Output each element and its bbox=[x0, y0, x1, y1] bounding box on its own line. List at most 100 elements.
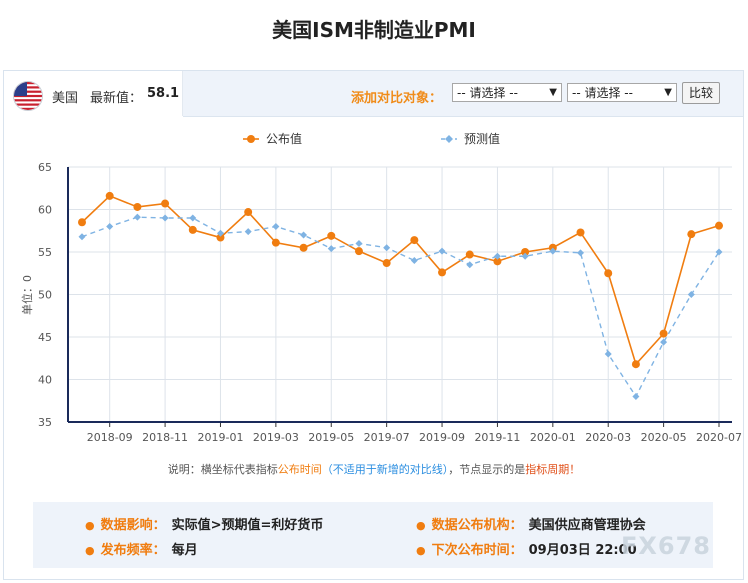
x-tick-label: 2019-05 bbox=[308, 431, 354, 444]
forecast-data-point bbox=[521, 252, 529, 260]
x-tick-label: 2020-07 bbox=[696, 431, 742, 444]
chart-legend: 公布值 预测值 bbox=[243, 131, 500, 146]
impact-label: 数据影响： bbox=[100, 518, 166, 533]
latest-value-label: 最新值： bbox=[90, 91, 143, 106]
actual-data-point bbox=[493, 257, 502, 266]
y-tick-label: 45 bbox=[38, 331, 52, 344]
actual-data-point bbox=[604, 269, 613, 278]
forecast-data-point bbox=[78, 233, 86, 241]
actual-data-point bbox=[438, 268, 447, 277]
actual-data-point bbox=[244, 208, 253, 217]
latest-value: 58.1 bbox=[147, 86, 180, 101]
forecast-data-point bbox=[161, 214, 169, 222]
x-tick-label: 2019-11 bbox=[474, 431, 520, 444]
forecast-data-point bbox=[106, 223, 114, 230]
x-tick-label: 2020-05 bbox=[641, 431, 687, 444]
page-title: 美国ISM非制造业PMI bbox=[272, 18, 476, 42]
next-release-row: ● 下次公布时间： 09月03日 22:00 bbox=[416, 539, 637, 558]
y-tick-label: 60 bbox=[38, 204, 52, 217]
actual-data-point bbox=[410, 236, 419, 245]
dropdown-arrow-icon: ▼ bbox=[664, 87, 672, 98]
legend-marker-icon bbox=[247, 135, 255, 143]
y-tick-label: 65 bbox=[38, 161, 52, 174]
compare-select-1[interactable]: -- 请选择 -- ▼ bbox=[452, 83, 562, 102]
forecast-data-point bbox=[189, 214, 197, 222]
us-flag-icon bbox=[13, 81, 43, 111]
chart-series bbox=[78, 191, 723, 400]
forecast-data-point bbox=[715, 248, 723, 256]
compare-bar: 添加对比对象： -- 请选择 -- ▼ -- 请选择 -- ▼ 比较 bbox=[183, 71, 743, 117]
y-tick-label: 50 bbox=[38, 289, 52, 302]
frequency-value: 每月 bbox=[171, 543, 198, 558]
forecast-data-point bbox=[687, 291, 695, 298]
forecast-data-point bbox=[632, 393, 640, 400]
actual-data-point bbox=[576, 228, 585, 237]
compare-label: 添加对比对象： bbox=[351, 91, 443, 106]
latest-value-bar: 美国 最新值： 58.1 bbox=[4, 71, 183, 116]
forecast-data-point bbox=[577, 249, 585, 257]
actual-data-point bbox=[354, 247, 363, 256]
info-box: ● 数据影响： 实际值>预期值=利好货币 ● 数据公布机构： 美国供应商管理协会 ● 发布… bbox=[33, 502, 713, 568]
forecast-data-point bbox=[327, 245, 335, 253]
compare-select-1-value: -- 请选择 -- bbox=[457, 86, 518, 100]
actual-data-point bbox=[105, 191, 114, 200]
note-paren: （不适用于新增的对比线） bbox=[321, 463, 449, 476]
compare-button[interactable]: 比较 bbox=[682, 82, 720, 104]
actual-data-point bbox=[631, 360, 640, 369]
x-tick-label: 2019-09 bbox=[419, 431, 465, 444]
note-prefix: 说明：横坐标代表指标 bbox=[167, 463, 278, 476]
actual-data-point bbox=[78, 218, 86, 227]
actual-data-point bbox=[521, 248, 530, 256]
forecast-data-point bbox=[355, 240, 363, 247]
chart-grid bbox=[68, 166, 732, 422]
actual-data-point bbox=[465, 250, 474, 259]
y-axis-label: 单位：0 bbox=[20, 275, 34, 315]
compare-select-2[interactable]: -- 请选择 -- ▼ bbox=[567, 83, 677, 102]
bullet-icon: ● bbox=[85, 544, 95, 557]
bullet-icon: ● bbox=[416, 519, 426, 532]
chart-panel: 美国 最新值： 58.1 添加对比对象： -- 请选择 -- ▼ -- 请选择 … bbox=[3, 70, 744, 580]
frequency-row: ● 发布频率： 每月 bbox=[85, 539, 198, 558]
dropdown-arrow-icon: ▼ bbox=[549, 87, 557, 98]
chart-note: 说明：横坐标代表指标公布时间（不适用于新增的对比线），节点显示的是指标周期！ bbox=[0, 461, 748, 477]
bullet-icon: ● bbox=[416, 544, 426, 557]
agency-row: ● 数据公布机构： 美国供应商管理协会 bbox=[416, 514, 646, 533]
next-release-label: 下次公布时间： bbox=[431, 543, 523, 558]
country-name: 美国 bbox=[52, 91, 79, 106]
y-tick-label: 35 bbox=[38, 416, 52, 429]
actual-data-point bbox=[271, 238, 280, 247]
actual-data-point bbox=[687, 230, 696, 239]
forecast-data-point bbox=[383, 244, 391, 252]
actual-data-point bbox=[216, 233, 225, 242]
forecast-data-point bbox=[493, 252, 501, 260]
x-tick-label: 2019-07 bbox=[364, 431, 410, 444]
y-tick-label: 55 bbox=[38, 246, 52, 259]
actual-data-point bbox=[715, 221, 723, 230]
actual-data-point bbox=[161, 199, 170, 208]
actual-data-point bbox=[188, 225, 197, 234]
agency-label: 数据公布机构： bbox=[431, 518, 523, 533]
actual-data-point bbox=[327, 231, 336, 240]
x-tick-label: 2018-11 bbox=[142, 431, 188, 444]
actual-data-point bbox=[382, 259, 391, 268]
forecast-data-point bbox=[272, 223, 280, 230]
forecast-data-point bbox=[438, 247, 446, 255]
actual-data-point bbox=[659, 329, 668, 338]
x-tick-label: 2020-01 bbox=[530, 431, 576, 444]
impact-row: ● 数据影响： 实际值>预期值=利好货币 bbox=[85, 514, 323, 533]
legend-label: 预测值 bbox=[464, 131, 500, 146]
forecast-data-point bbox=[410, 257, 418, 264]
note-publish-time: 公布时间 bbox=[277, 463, 322, 476]
chart-axes: 35 40 45 50 55 60 65 2018-09 2018-11 2019-01 2019-… bbox=[20, 161, 742, 444]
actual-series-line bbox=[81, 194, 720, 366]
forecast-data-point bbox=[549, 247, 557, 255]
forecast-data-point bbox=[300, 231, 308, 239]
forecast-data-point bbox=[604, 350, 612, 358]
note-middle: ，节点显示的是 bbox=[448, 463, 526, 476]
legend-label: 公布值 bbox=[266, 131, 302, 146]
next-release-value: 09月03日 22:00 bbox=[528, 543, 637, 558]
impact-value: 实际值>预期值=利好货币 bbox=[171, 518, 324, 533]
compare-select-2-value: -- 请选择 -- bbox=[572, 86, 633, 100]
actual-data-point bbox=[299, 243, 308, 252]
